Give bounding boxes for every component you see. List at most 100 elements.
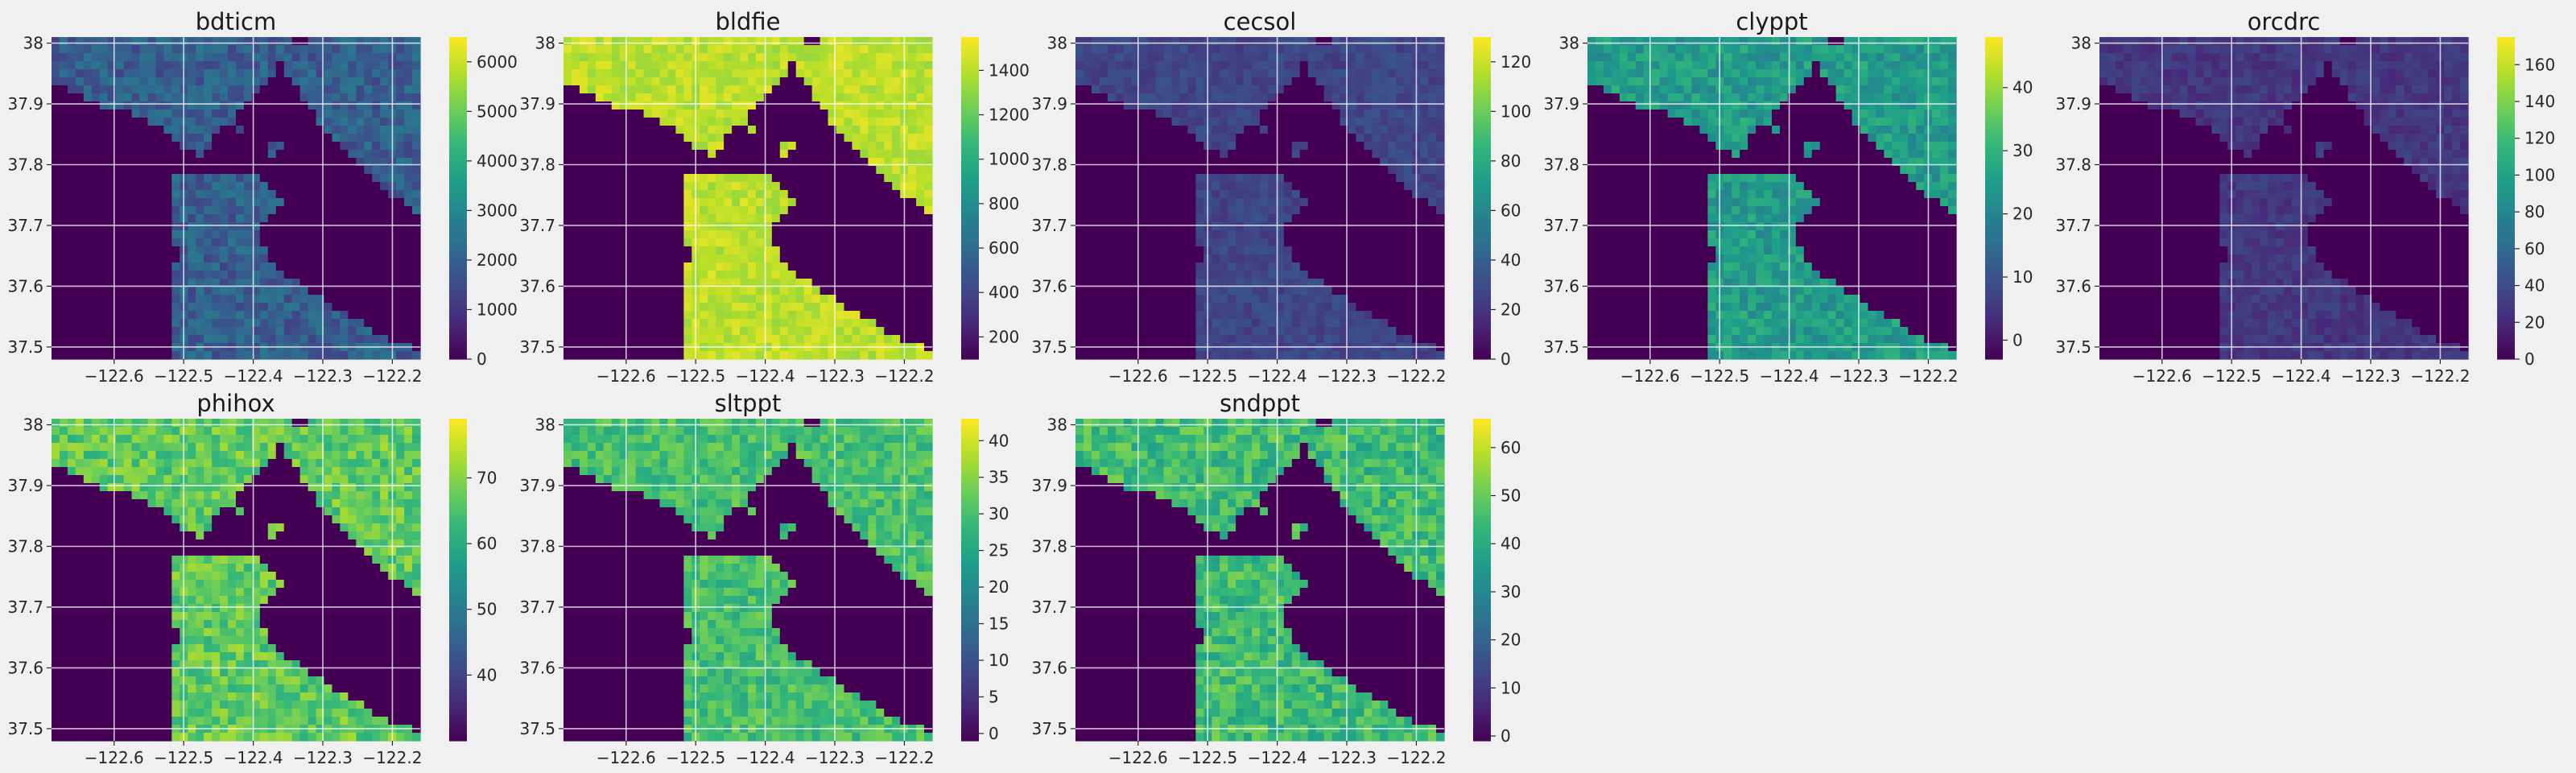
heatmap-cell bbox=[788, 311, 797, 320]
heatmap-cell bbox=[1116, 190, 1125, 199]
heatmap-cell bbox=[1324, 110, 1333, 118]
heatmap-cell bbox=[667, 45, 676, 54]
heatmap-cell bbox=[260, 254, 269, 263]
heatmap-cell bbox=[1228, 190, 1236, 199]
heatmap-cell bbox=[732, 230, 741, 239]
heatmap-cell bbox=[276, 53, 285, 62]
heatmap-cell bbox=[1396, 126, 1405, 134]
heatmap-cell bbox=[612, 69, 621, 78]
heatmap-cell bbox=[1284, 150, 1293, 159]
heatmap-cell bbox=[724, 271, 733, 279]
heatmap-cell bbox=[788, 142, 797, 151]
heatmap-cell bbox=[132, 37, 141, 46]
heatmap-cell bbox=[348, 101, 357, 110]
heatmap-cell bbox=[572, 142, 580, 151]
heatmap-cell bbox=[204, 222, 213, 231]
heatmap-cell bbox=[1260, 222, 1269, 231]
heatmap-cell bbox=[1212, 190, 1220, 199]
heatmap-cell bbox=[604, 230, 613, 239]
heatmap-cell bbox=[683, 254, 692, 263]
heatmap-cell bbox=[340, 262, 349, 271]
heatmap-cell bbox=[700, 351, 708, 360]
heatmap-cell bbox=[1132, 190, 1141, 199]
heatmap-cell bbox=[732, 214, 741, 223]
heatmap-cell bbox=[1308, 85, 1317, 94]
heatmap-cell bbox=[916, 166, 925, 175]
heatmap-cell bbox=[820, 271, 829, 279]
heatmap-cell bbox=[171, 101, 180, 110]
heatmap-cell bbox=[396, 61, 405, 70]
heatmap-cell bbox=[1140, 61, 1149, 70]
heatmap-cell bbox=[108, 37, 117, 46]
colorbar-segment bbox=[961, 214, 979, 220]
heatmap-cell bbox=[796, 142, 805, 151]
heatmap-cell bbox=[908, 134, 917, 143]
heatmap-cell bbox=[1404, 150, 1413, 159]
heatmap-cell bbox=[100, 53, 109, 62]
heatmap-cell bbox=[820, 118, 829, 126]
heatmap-cell bbox=[380, 69, 389, 78]
heatmap-cell bbox=[308, 69, 317, 78]
heatmap-cell bbox=[1316, 93, 1325, 102]
heatmap-cell bbox=[204, 142, 213, 151]
heatmap-cell bbox=[1132, 166, 1141, 175]
heatmap-cell bbox=[1316, 150, 1325, 159]
heatmap-cell bbox=[772, 262, 781, 271]
heatmap-cell bbox=[1140, 85, 1149, 94]
heatmap-cell bbox=[204, 262, 213, 271]
heatmap-cell bbox=[1156, 222, 1165, 231]
heatmap-cell bbox=[1212, 77, 1220, 86]
heatmap-cell bbox=[124, 246, 133, 255]
heatmap-cell bbox=[268, 254, 277, 263]
heatmap-cell bbox=[580, 295, 588, 304]
heatmap-cell bbox=[659, 303, 668, 312]
colorbar-segment bbox=[961, 176, 979, 182]
heatmap-cell bbox=[76, 69, 85, 78]
heatmap-cell bbox=[892, 271, 901, 279]
heatmap-cell bbox=[780, 110, 789, 118]
heatmap-cell bbox=[404, 45, 413, 54]
heatmap-cell bbox=[740, 335, 749, 344]
heatmap-cell bbox=[284, 311, 293, 320]
heatmap-cell bbox=[300, 254, 309, 263]
heatmap-cell bbox=[324, 53, 333, 62]
colorbar-segment bbox=[961, 321, 979, 327]
heatmap-cell bbox=[1356, 222, 1364, 231]
heatmap-cell bbox=[667, 142, 676, 151]
y-tick-label: 37.9 bbox=[519, 94, 555, 114]
heatmap-cell bbox=[1140, 110, 1149, 118]
heatmap-cell bbox=[1164, 53, 1173, 62]
heatmap-cell bbox=[76, 166, 85, 175]
heatmap-cell bbox=[1436, 198, 1445, 207]
heatmap-cell bbox=[60, 126, 68, 134]
heatmap-cell bbox=[1308, 37, 1317, 46]
heatmap-cell bbox=[620, 230, 629, 239]
heatmap-cell bbox=[1268, 134, 1277, 143]
colorbar-segment bbox=[961, 37, 979, 43]
heatmap-cell bbox=[572, 118, 580, 126]
heatmap-cell bbox=[1179, 45, 1188, 54]
heatmap-cell bbox=[812, 190, 821, 199]
heatmap-cell bbox=[196, 77, 204, 86]
heatmap-cell bbox=[860, 69, 869, 78]
heatmap-cell bbox=[1260, 101, 1269, 110]
heatmap-cell bbox=[628, 351, 637, 360]
colorbar-segment bbox=[449, 300, 467, 306]
heatmap-cell bbox=[700, 190, 708, 199]
heatmap-cell bbox=[1084, 206, 1092, 215]
heatmap-cell bbox=[1156, 166, 1165, 175]
heatmap-cell bbox=[308, 150, 317, 159]
heatmap-cell bbox=[1404, 198, 1413, 207]
heatmap-cell bbox=[628, 214, 637, 223]
heatmap-cell bbox=[147, 327, 156, 336]
heatmap-cell bbox=[324, 206, 333, 215]
heatmap-cell bbox=[140, 93, 149, 102]
heatmap-cell bbox=[292, 118, 301, 126]
heatmap-cell bbox=[308, 77, 317, 86]
heatmap-cell bbox=[572, 150, 580, 159]
heatmap-cell bbox=[276, 271, 285, 279]
heatmap-cell bbox=[1404, 118, 1413, 126]
heatmap-cell bbox=[147, 110, 156, 118]
heatmap-cell bbox=[52, 53, 60, 62]
heatmap-cell bbox=[844, 230, 852, 239]
